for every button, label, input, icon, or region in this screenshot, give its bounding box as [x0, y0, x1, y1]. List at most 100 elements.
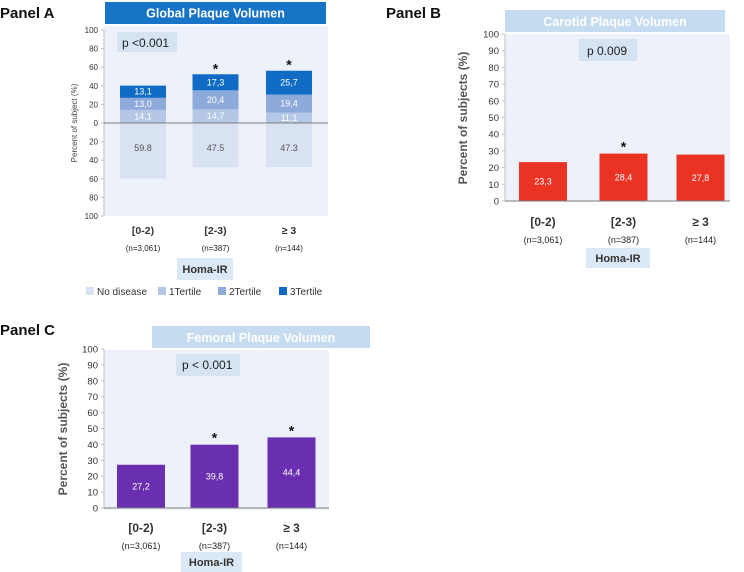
panel-a-data-label: 13,1 — [134, 87, 152, 97]
panel-b-data-label: 28,4 — [615, 172, 633, 182]
panel-b-x-axis-label: Homa-IR — [595, 253, 640, 265]
panel-b-title-box — [505, 10, 725, 32]
panel-a-categories: [0-2) (n=3,061) [2-3) (n=387) ≥ 3 (n=144) — [126, 225, 303, 253]
panel-c-category-label: [2-3) — [202, 521, 227, 535]
panel-a-data-label: 47.5 — [207, 143, 225, 153]
panel-a-bar-segment-2tertile — [120, 97, 166, 110]
panel-a-legend-label: 2Tertile — [229, 287, 262, 298]
panel-a-bars: 59.814,113,013,147.514,720,417,3*47.311,… — [104, 57, 328, 179]
panel-a-xgroup-box — [177, 258, 233, 280]
panel-b-y-tick-label: 0 — [494, 197, 499, 208]
panel-b-y-axis-label: Percent of subjects (%) — [456, 52, 470, 185]
panel-a-bar-no-disease — [192, 123, 239, 168]
panel-c-n-label: (n=144) — [276, 541, 307, 551]
panel-a-bar-segment-3tertile — [192, 74, 239, 91]
panel-b-y-tick-label: 50 — [488, 113, 499, 124]
panel-a-bar-no-disease — [266, 123, 312, 167]
panel-a-data-label: 14,7 — [207, 111, 225, 121]
panel-c-xgroup-box — [181, 552, 242, 572]
panel-a-y-axis: 100 80 60 40 20 0 20 40 60 80 100 — [85, 26, 105, 221]
panel-a-legend-swatch — [158, 287, 166, 295]
panel-c-y-tick-label: 50 — [87, 424, 98, 435]
panel-c-label: Panel C — [0, 322, 55, 339]
panel-c-data-label: 27,2 — [132, 481, 150, 491]
panel-a-pvalue: p <0.001 — [122, 36, 169, 50]
panel-b-data-label: 27,8 — [692, 173, 710, 183]
panel-a-y-tick-label: 80 — [89, 193, 98, 202]
panel-b-y-tick-label: 90 — [488, 46, 499, 57]
panel-c-x-axis-label: Homa-IR — [189, 557, 234, 569]
panel-a-bar-segment-2tertile — [266, 94, 312, 113]
panel-b-y-tick-label: 60 — [488, 96, 499, 107]
panel-a-y-tick-label: 60 — [89, 63, 98, 72]
panel-b-n-label: (n=144) — [685, 235, 716, 245]
panel-c-bar — [190, 444, 239, 508]
panel-b-title: Carotid Plaque Volumen — [543, 15, 687, 29]
panel-c-n-label: (n=3,061) — [122, 541, 161, 551]
panel-b-category-label: [2-3) — [611, 215, 636, 229]
panel-c-y-tick-label: 80 — [87, 376, 98, 387]
panel-a-data-label: 17,3 — [207, 77, 225, 87]
panel-a-x-axis-label: Homa-IR — [182, 264, 227, 276]
panel-c-categories: [0-2) (n=3,061) [2-3) (n=387) ≥ 3 (n=144) — [122, 521, 308, 551]
panel-b-y-tick-label: 40 — [488, 130, 499, 141]
panel-b-bar — [599, 153, 648, 201]
panel-c-category-label: [0-2) — [128, 521, 153, 535]
panel-a-data-label: 47.3 — [280, 143, 298, 153]
panel-c-y-tick-label: 90 — [87, 360, 98, 371]
panel-a-legend: No disease 1Tertile 2Tertile 3Tertile — [86, 287, 323, 298]
panel-b-xgroup-box — [586, 248, 650, 268]
panel-a-legend-label: 3Tertile — [290, 287, 323, 298]
panel-a-bar-segment-3tertile — [266, 70, 312, 95]
panel-a-title-box — [105, 2, 326, 24]
panel-a-category-label: [0-2) — [132, 225, 154, 237]
panel-a-legend-swatch — [218, 287, 226, 295]
panel-a-bar-segment-2tertile — [192, 90, 239, 110]
panel-c-y-tick-label: 60 — [87, 408, 98, 419]
panel-a-y-tick-label: 40 — [89, 156, 98, 165]
panel-a-data-label: 11,1 — [281, 113, 298, 123]
panel-c-pvalue-box — [176, 354, 240, 376]
panel-b-bars: 23,3 28,4 * 27,8 — [505, 139, 730, 202]
panel-a-y-tick-label: 20 — [89, 100, 98, 109]
panel-c-y-tick-label: 0 — [93, 504, 98, 515]
panel-c-title: Femoral Plaque Volumen — [187, 331, 335, 345]
panel-a-legend-swatch — [279, 287, 287, 295]
panel-b-y-tick-label: 70 — [488, 80, 499, 91]
panel-a-category-label: ≥ 3 — [282, 225, 297, 237]
panel-a-data-label: 59.8 — [134, 143, 152, 153]
panel-b-category-label: ≥ 3 — [692, 215, 709, 229]
panel-b-bar — [519, 162, 567, 201]
panel-b-label: Panel B — [386, 5, 441, 22]
panel-a-legend-swatch — [86, 287, 94, 295]
panel-c-bars: 27,2 39,8 * 44,4 * — [104, 422, 329, 509]
panel-c-y-tick-label: 100 — [82, 345, 98, 356]
panel-a-y-tick-label: 20 — [89, 138, 98, 147]
panel-a-category-label: [2-3) — [204, 225, 226, 237]
panel-c-data-label: 44,4 — [283, 468, 301, 478]
panel-b-data-label: 23,3 — [534, 177, 552, 187]
panel-a-legend-label: 1Tertile — [169, 287, 202, 298]
panel-a-n-label: (n=144) — [275, 244, 303, 253]
panel-b-categories: [0-2) (n=3,061) [2-3) (n=387) ≥ 3 (n=144) — [524, 215, 717, 245]
panel-c-y-axis: 0 10 20 30 40 50 60 70 80 90 100 — [82, 345, 105, 515]
panel-a-bar-segment-1tertile — [192, 109, 239, 123]
panel-a-y-tick-label: 40 — [89, 82, 98, 91]
panel-c-y-tick-label: 30 — [87, 456, 98, 467]
panel-a-significance-star: * — [213, 60, 219, 76]
panel-c-y-tick-label: 20 — [87, 472, 98, 483]
panel-a-legend-label: No disease — [97, 287, 147, 298]
panel-a-pvalue-box — [117, 32, 177, 52]
panel-a-y-tick-label: 100 — [85, 212, 99, 221]
panel-a-bar-no-disease — [120, 123, 166, 179]
panel-c-significance-star: * — [289, 422, 295, 438]
panel-c-y-tick-label: 70 — [87, 392, 98, 403]
panel-c-pvalue: p < 0.001 — [182, 358, 233, 372]
panel-b-significance-star: * — [621, 139, 627, 155]
panel-b-y-axis: 0 10 20 30 40 50 60 70 80 90 100 — [483, 30, 506, 208]
panel-b-category-label: [0-2) — [530, 215, 555, 229]
panel-a-chart: Global Plaque Volumen p <0.001 100 80 60 40… — [70, 2, 328, 298]
panel-a-data-label: 20,4 — [207, 95, 225, 105]
panel-a-n-label: (n=3,061) — [126, 244, 161, 253]
panel-b-y-tick-label: 30 — [488, 146, 499, 157]
